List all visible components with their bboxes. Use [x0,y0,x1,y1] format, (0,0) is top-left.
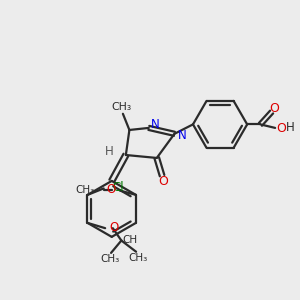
Text: O: O [107,183,116,196]
Text: O: O [270,102,280,115]
Text: H: H [285,122,294,134]
Text: CH₃: CH₃ [129,253,148,262]
Text: CH₃: CH₃ [75,185,94,196]
Text: O: O [158,175,168,188]
Text: CH: CH [122,235,138,245]
Text: N: N [151,118,160,131]
Text: Cl: Cl [112,181,124,194]
Text: CH₃: CH₃ [112,102,132,112]
Text: H: H [105,145,114,158]
Text: O: O [109,221,118,234]
Text: N: N [178,129,187,142]
Text: CH₃: CH₃ [100,254,119,264]
Text: O: O [277,122,286,135]
